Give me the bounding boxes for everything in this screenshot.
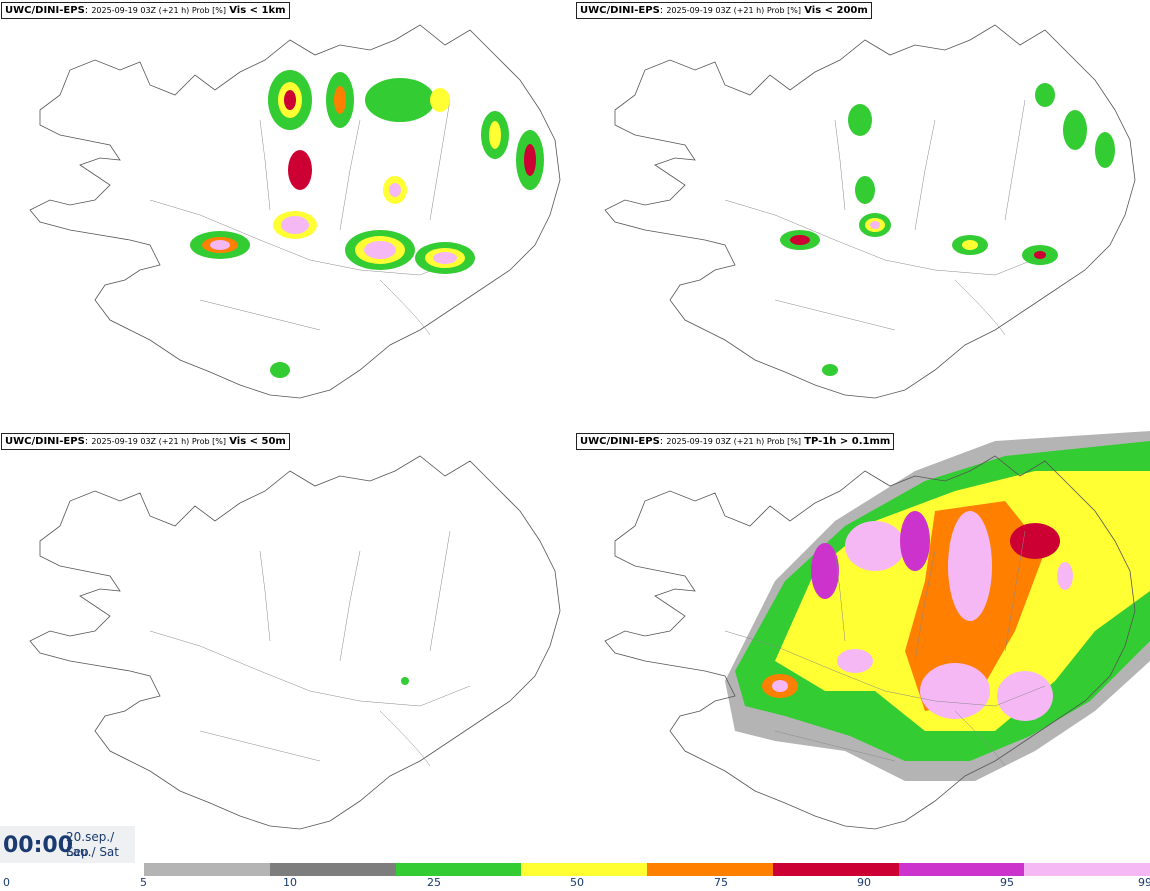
colorbar-tick-label: 5 bbox=[140, 876, 147, 889]
map-panel-vis-1km: UWC/DINI-EPS: 2025-09-19 03Z (+21 h) Pro… bbox=[0, 0, 575, 430]
variable-label: Vis < 200m bbox=[804, 5, 868, 16]
panel-title: UWC/DINI-EPS: 2025-09-19 03Z (+21 h) Pro… bbox=[1, 433, 290, 450]
map-canvas bbox=[29, 455, 561, 830]
run-meta: 2025-09-19 03Z (+21 h) Prob [%] bbox=[91, 6, 227, 15]
variable-label: TP-1h > 0.1mm bbox=[804, 436, 891, 447]
colorbar-segment bbox=[144, 863, 270, 876]
colorbar-tick-label: 0 bbox=[3, 876, 10, 889]
colorbar-tick-label: 90 bbox=[857, 876, 871, 889]
valid-time-box: 00:00 20.sep./ Sep Lau./ Sat bbox=[0, 826, 135, 863]
colorbar-segment bbox=[772, 863, 899, 876]
colorbar-tick-label: 50 bbox=[570, 876, 584, 889]
map-panel-vis-50m: UWC/DINI-EPS: 2025-09-19 03Z (+21 h) Pro… bbox=[0, 431, 575, 861]
colorbar-tick-label: 10 bbox=[283, 876, 297, 889]
colorbar-segment bbox=[898, 863, 1025, 876]
colorbar-tick-label: 95 bbox=[1000, 876, 1014, 889]
source-label: UWC/DINI-EPS bbox=[5, 436, 85, 447]
map-canvas bbox=[604, 431, 1150, 830]
map-canvas bbox=[604, 24, 1136, 399]
colorbar-segment bbox=[1024, 863, 1150, 876]
valid-time-clock: 00:00 bbox=[3, 833, 74, 858]
panel-title: UWC/DINI-EPS: 2025-09-19 03Z (+21 h) Pro… bbox=[576, 433, 895, 450]
colorbar-segment bbox=[269, 863, 396, 876]
valid-time-day: Lau./ Sat bbox=[66, 845, 119, 859]
colorbar-segment bbox=[395, 863, 522, 876]
colorbar-tick-label: 99 bbox=[1138, 876, 1150, 889]
probability-colorbar bbox=[144, 863, 1150, 876]
run-meta: 2025-09-19 03Z (+21 h) Prob [%] bbox=[666, 6, 802, 15]
prob-field bbox=[780, 83, 1115, 376]
prob-field bbox=[401, 677, 409, 685]
colorbar-tick-label: 75 bbox=[714, 876, 728, 889]
map-canvas bbox=[29, 24, 561, 399]
source-label: UWC/DINI-EPS bbox=[5, 5, 85, 16]
colorbar-segment bbox=[647, 863, 773, 876]
variable-label: Vis < 50m bbox=[229, 436, 286, 447]
run-meta: 2025-09-19 03Z (+21 h) Prob [%] bbox=[666, 437, 802, 446]
panel-title: UWC/DINI-EPS: 2025-09-19 03Z (+21 h) Pro… bbox=[1, 2, 290, 19]
prob-field bbox=[725, 431, 1150, 781]
panel-title: UWC/DINI-EPS: 2025-09-19 03Z (+21 h) Pro… bbox=[576, 2, 872, 19]
colorbar-segment bbox=[521, 863, 647, 876]
map-panel-vis-200m: UWC/DINI-EPS: 2025-09-19 03Z (+21 h) Pro… bbox=[575, 0, 1150, 430]
source-label: UWC/DINI-EPS bbox=[580, 5, 660, 16]
colorbar-tick-label: 25 bbox=[427, 876, 441, 889]
run-meta: 2025-09-19 03Z (+21 h) Prob [%] bbox=[91, 437, 227, 446]
variable-label: Vis < 1km bbox=[229, 5, 286, 16]
map-panel-tp-1h: UWC/DINI-EPS: 2025-09-19 03Z (+21 h) Pro… bbox=[575, 431, 1150, 861]
valid-time-date: 20.sep./ Sep bbox=[66, 830, 115, 859]
prob-field bbox=[190, 70, 544, 378]
source-label: UWC/DINI-EPS bbox=[580, 436, 660, 447]
